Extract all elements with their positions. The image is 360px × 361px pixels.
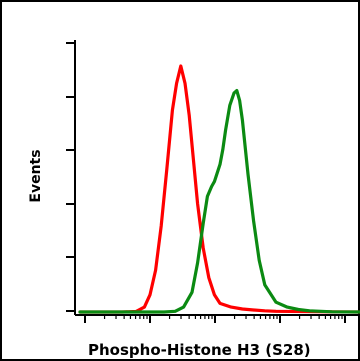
series-layer xyxy=(78,64,360,314)
series-1-line xyxy=(78,88,360,314)
series-0-line xyxy=(78,64,360,314)
x-axis-label: Phospho-Histone H3 (S28) xyxy=(88,341,311,359)
y-axis-label: Events xyxy=(28,149,44,202)
